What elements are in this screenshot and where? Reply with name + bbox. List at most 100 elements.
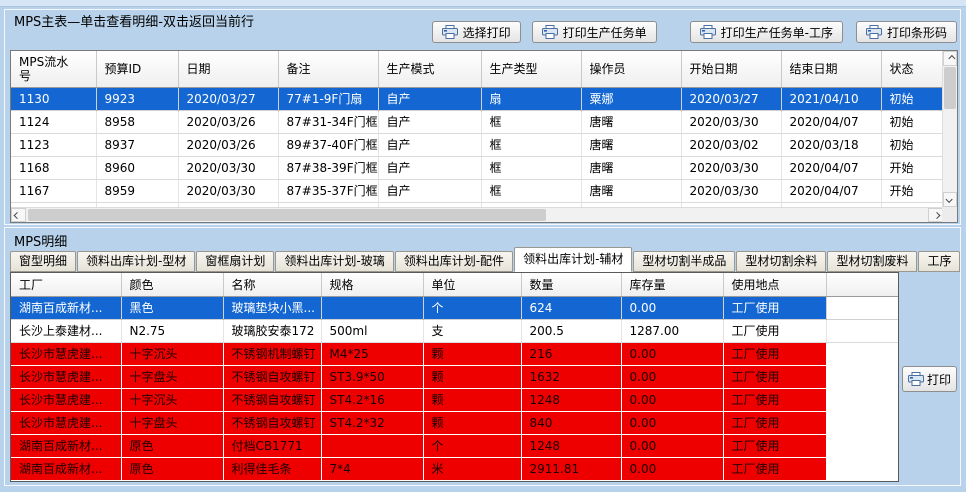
scroll-left-button[interactable] — [11, 208, 26, 222]
button-label: 打印生产任务单 — [562, 25, 647, 40]
cell: 工厂使用 — [723, 296, 827, 320]
detail-row[interactable]: 长沙市慧虎建... 十字盘头 不锈钢自攻螺钉 ST4.2*32 颗 840 0.00 工厂使用 — [11, 411, 898, 435]
cell: 十字沉头 — [121, 342, 224, 366]
column-header-label: 规格 — [329, 277, 354, 292]
cell: 原色 — [121, 457, 224, 481]
master-row[interactable]: 1168 8960 2020/03/30 87#38-39F门框 自产框唐曙 2020/0… — [11, 156, 942, 180]
detail-tab-3[interactable]: 窗框扇计划 — [196, 251, 275, 272]
cell: 8960 — [96, 156, 179, 180]
scroll-down-button[interactable] — [943, 192, 957, 207]
column-header-9[interactable]: 状态 — [881, 51, 942, 88]
cell: 工厂使用 — [723, 319, 827, 343]
button-label: 选择打印 — [462, 25, 511, 40]
cell: 唐曙 — [581, 156, 682, 180]
cell: 1248 — [521, 434, 622, 458]
column-header-0[interactable]: MPS流水号 — [11, 51, 97, 88]
cell: 2911.81 — [521, 457, 622, 481]
column-header-0[interactable]: 工厂 — [11, 273, 122, 297]
detail-row[interactable]: 长沙市慧虎建... 十字盘头 不锈钢自攻螺钉 ST3.9*50 颗 1632 0.00 工厂使… — [11, 365, 898, 389]
cell: 8958 — [96, 110, 179, 134]
column-header-5[interactable]: 数量 — [521, 273, 622, 297]
cell: 87#35-37F门框 — [278, 179, 379, 203]
scroll-up-button[interactable] — [943, 51, 957, 66]
cell: 颗 — [423, 342, 522, 366]
master-panel-title: MPS主表—单击查看明细-双击返回当前行 — [14, 15, 254, 30]
detail-tab-10[interactable]: 工序 — [918, 251, 961, 272]
cell: 颗 — [423, 388, 522, 412]
button-label: 打印 — [927, 372, 952, 387]
master-row-partial[interactable] — [11, 202, 942, 207]
scroll-right-button[interactable] — [928, 208, 943, 222]
detail-row[interactable]: 湖南百成新材... 原色 利得佳毛条 7*4 米 2911.81 0.00 工厂使用 — [11, 457, 898, 481]
detail-tab-2[interactable]: 领料出库计划-型材 — [77, 251, 196, 272]
column-header-8[interactable]: 结束日期 — [781, 51, 882, 88]
cell — [781, 202, 882, 207]
cell: 湖南百成新材... — [11, 296, 122, 320]
cell: 玻璃胶安泰172 — [223, 319, 322, 343]
cell: 唐曙 — [581, 133, 682, 157]
column-header-6[interactable]: 库存量 — [621, 273, 724, 297]
cell: 唐曙 — [581, 179, 682, 203]
detail-row[interactable]: 长沙市慧虎建... 十字沉头 不锈钢机制螺钉 M4*25 颗 216 0.00 工厂使用 — [11, 342, 898, 366]
chevron-down-icon — [945, 195, 953, 204]
cell: 框 — [481, 110, 582, 134]
column-header-filler — [826, 273, 898, 297]
detail-row[interactable]: 湖南百成新材... 原色 付档CB1771 个 1248 0.00 工厂使用 — [11, 434, 898, 458]
detail-tab-6[interactable]: 领料出库计划-辅材 — [514, 247, 633, 272]
detail-row[interactable]: 长沙上泰建材... N2.75 玻璃胶安泰172 500ml 支 200.5 1287.00… — [11, 319, 898, 343]
detail-row[interactable]: 长沙市慧虎建... 十字沉头 不锈钢自攻螺钉 ST4.2*16 颗 1248 0.00 工厂使… — [11, 388, 898, 412]
column-header-3[interactable]: 规格 — [321, 273, 424, 297]
cell: 0.00 — [621, 342, 724, 366]
master-horizontal-scrollbar[interactable] — [11, 207, 943, 222]
column-header-label: 日期 — [186, 62, 211, 77]
cell: 不锈钢自攻螺钉 — [223, 411, 322, 435]
master-row[interactable]: 1124 8958 2020/03/26 87#31-34F门框 自产框唐曙 2020/0… — [11, 110, 942, 134]
detail-tab-7[interactable]: 型材切割半成品 — [633, 251, 736, 272]
master-row[interactable]: 1130 9923 2020/03/27 77#1-9F门扇 自产扇粟娜 2020/03/… — [11, 87, 942, 111]
cell: 初始 — [881, 133, 942, 157]
column-header-1[interactable]: 预算ID — [96, 51, 179, 88]
print-barcode-button[interactable]: 打印条形码 — [855, 21, 957, 43]
detail-tab-4[interactable]: 领料出库计划-玻璃 — [275, 251, 394, 272]
detail-row[interactable]: 湖南百成新材... 黑色 玻璃垫块小黑... 个 624 0.00 工厂使用 — [11, 296, 898, 320]
cell: 500ml — [321, 319, 424, 343]
cell: 9923 — [96, 87, 179, 111]
column-header-2[interactable]: 名称 — [223, 273, 322, 297]
cell: 77#1-9F门扇 — [278, 87, 379, 111]
column-header-2[interactable]: 日期 — [178, 51, 279, 88]
column-header-6[interactable]: 操作员 — [581, 51, 682, 88]
column-header-4[interactable]: 单位 — [423, 273, 522, 297]
cell: 0.00 — [621, 296, 724, 320]
master-row[interactable]: 1123 8937 2020/03/26 89#37-40F门框 自产框唐曙 2020/0… — [11, 133, 942, 157]
cell: ST4.2*32 — [321, 411, 424, 435]
detail-tab-5[interactable]: 领料出库计划-配件 — [394, 251, 514, 272]
detail-tab-8[interactable]: 型材切割余料 — [736, 251, 827, 272]
column-header-4[interactable]: 生产模式 — [378, 51, 482, 88]
column-header-1[interactable]: 颜色 — [121, 273, 224, 297]
cell: 1248 — [521, 388, 622, 412]
detail-tab-1[interactable]: 窗型明细 — [10, 251, 77, 272]
cell: 不锈钢自攻螺钉 — [223, 365, 322, 389]
column-header-5[interactable]: 生产类型 — [481, 51, 582, 88]
cell: 个 — [423, 434, 522, 458]
print-production-task-process-button[interactable]: 打印生产任务单-工序 — [689, 21, 843, 43]
cell — [826, 411, 898, 435]
master-vertical-scrollbar[interactable] — [942, 51, 957, 207]
vertical-scroll-thumb[interactable] — [944, 67, 956, 109]
cell: 200.5 — [521, 319, 622, 343]
master-row[interactable]: 1167 8959 2020/03/30 87#35-37F门框 自产框唐曙 2020/0… — [11, 179, 942, 203]
detail-tab-9[interactable]: 型材切割废料 — [827, 251, 918, 272]
cell — [96, 202, 179, 207]
cell: 自产 — [378, 156, 482, 180]
cell: 湖南百成新材... — [11, 434, 122, 458]
detail-print-button[interactable]: 打印 — [902, 366, 958, 392]
select-print-button[interactable]: 选择打印 — [431, 21, 521, 43]
column-header-3[interactable]: 备注 — [278, 51, 379, 88]
cell: N2.75 — [121, 319, 224, 343]
horizontal-scroll-thumb[interactable] — [28, 209, 546, 221]
column-header-7[interactable]: 使用地点 — [723, 273, 827, 297]
print-production-task-button[interactable]: 打印生产任务单 — [531, 21, 657, 43]
cell: 米 — [423, 457, 522, 481]
column-header-7[interactable]: 开始日期 — [681, 51, 782, 88]
